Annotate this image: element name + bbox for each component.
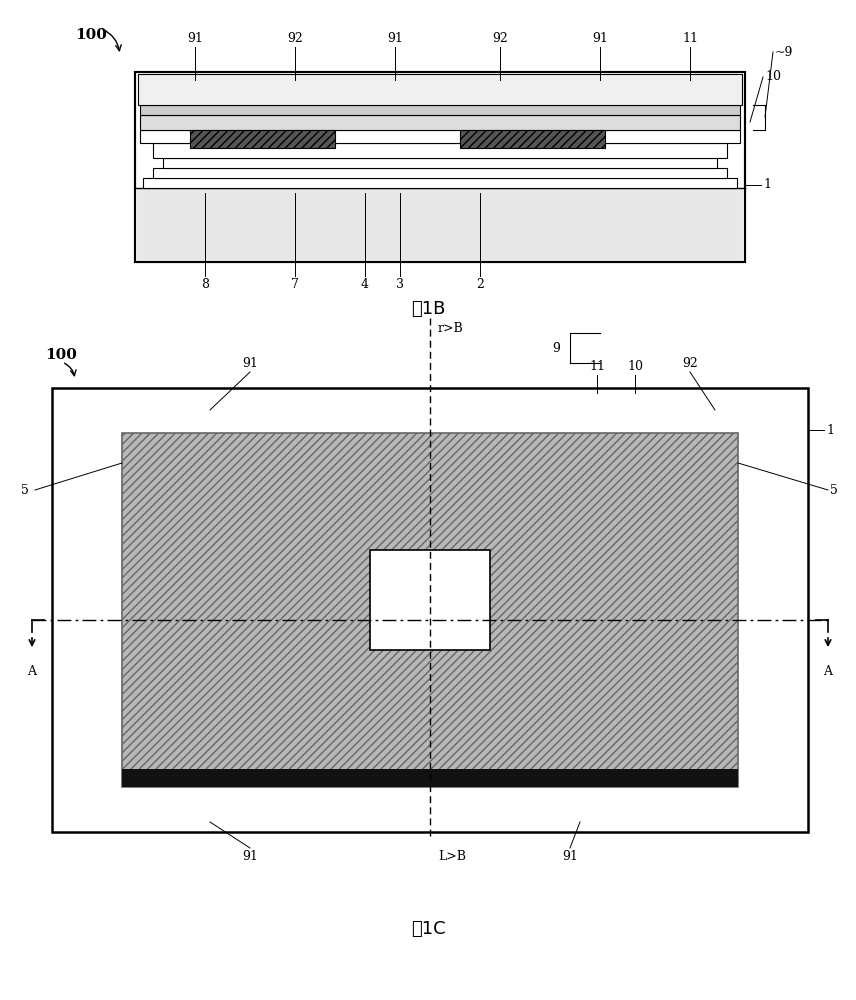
Text: L>B: L>B	[438, 850, 466, 863]
Bar	[122, 433, 738, 787]
Text: 1: 1	[826, 424, 834, 436]
Text: 91: 91	[562, 850, 578, 863]
Text: 10: 10	[627, 360, 643, 373]
Text: 92: 92	[287, 32, 303, 45]
Text: 91: 91	[387, 32, 403, 45]
Bar	[140, 130, 740, 143]
Bar	[52, 388, 808, 832]
Bar	[153, 168, 727, 178]
Bar	[140, 115, 740, 130]
Text: 100: 100	[45, 348, 77, 362]
Bar	[135, 72, 745, 262]
Text: 9: 9	[552, 342, 560, 355]
Text: 4: 4	[361, 278, 369, 291]
Bar	[143, 178, 737, 188]
Text: 91: 91	[242, 850, 258, 863]
Text: A: A	[27, 665, 37, 678]
Bar	[135, 72, 745, 262]
Bar	[140, 105, 740, 115]
Text: 11: 11	[682, 32, 698, 45]
Bar	[370, 550, 490, 650]
Text: A: A	[823, 665, 833, 678]
Text: 91: 91	[592, 32, 608, 45]
Bar	[163, 158, 717, 168]
Bar	[137, 188, 743, 262]
Bar	[460, 130, 605, 148]
Bar	[122, 769, 738, 787]
Text: 8: 8	[201, 278, 209, 291]
Text: 3: 3	[396, 278, 404, 291]
Text: 10: 10	[765, 70, 781, 84]
Text: 100: 100	[75, 28, 107, 42]
Text: 91: 91	[187, 32, 203, 45]
Text: 5: 5	[830, 484, 838, 496]
Text: 图1B: 图1B	[411, 300, 445, 318]
Text: 91: 91	[242, 357, 258, 370]
Text: ~9: ~9	[775, 45, 794, 58]
Bar	[190, 130, 335, 148]
Text: 92: 92	[682, 357, 698, 370]
Text: 92: 92	[492, 32, 508, 45]
Text: 11: 11	[589, 360, 605, 373]
Text: r>B: r>B	[438, 322, 464, 334]
Text: 1: 1	[763, 178, 771, 192]
Text: 2: 2	[476, 278, 484, 291]
Text: 5: 5	[21, 484, 29, 496]
Text: 7: 7	[291, 278, 299, 291]
Bar	[153, 143, 727, 158]
Text: 图1C: 图1C	[411, 920, 445, 938]
Bar	[138, 74, 742, 105]
